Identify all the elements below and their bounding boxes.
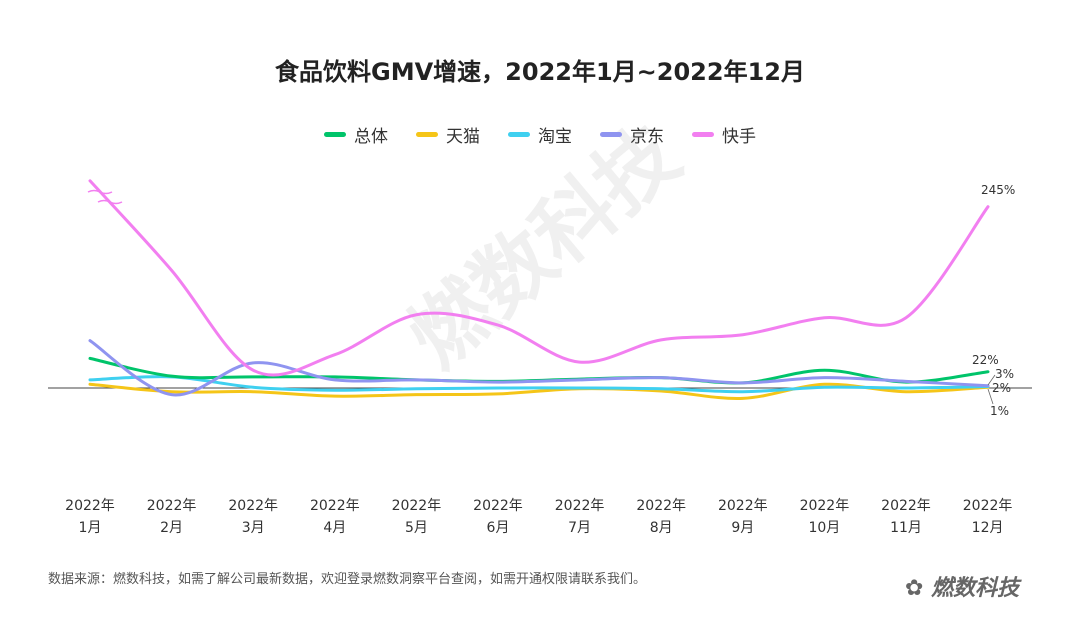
legend-swatch (508, 132, 530, 137)
legend-item[interactable]: 总体 (324, 122, 388, 147)
brand-name: 燃数科技 (931, 576, 1020, 601)
legend-swatch (692, 132, 714, 137)
x-tick-label: 2022年 1月 (65, 498, 115, 536)
series-line-4 (88, 179, 990, 377)
legend-label: 天猫 (446, 127, 480, 147)
x-tick-label: 2022年 12月 (963, 498, 1013, 536)
x-tick-label: 2022年 6月 (473, 498, 523, 536)
x-tick-label: 2022年 7月 (555, 498, 605, 536)
x-tick-label: 2022年 2月 (147, 498, 197, 536)
legend-label: 淘宝 (538, 127, 572, 147)
legend-item[interactable]: 淘宝 (508, 122, 572, 147)
end-label-total: 22% (972, 353, 999, 367)
x-tick-label: 2022年 3月 (228, 498, 278, 536)
legend-item[interactable]: 京东 (600, 122, 664, 147)
legend-swatch (416, 132, 438, 137)
end-label-taobao: 2% (992, 381, 1011, 395)
end-label-kuaishou: 245% (981, 183, 1015, 197)
axis-break-icon (87, 189, 113, 195)
end-label-jd: 3% (995, 367, 1014, 381)
legend-label: 京东 (630, 127, 664, 147)
x-tick-label: 2022年 11月 (881, 498, 931, 536)
series-line-3 (88, 339, 990, 397)
x-tick-label: 2022年 4月 (310, 498, 360, 536)
x-tick-label: 2022年 9月 (718, 498, 768, 536)
chart-title: 食品饮料GMV增速，2022年1月~2022年12月 (275, 58, 805, 86)
legend-item[interactable]: 天猫 (416, 122, 480, 147)
x-tick-label: 2022年 8月 (636, 498, 686, 536)
source-note: 数据来源：燃数科技，如需了解公司最新数据，欢迎登录燃数洞察平台查阅，如需开通权限… (48, 572, 647, 587)
legend-label: 总体 (354, 127, 388, 147)
legend-swatch (600, 132, 622, 137)
series-line-2 (88, 375, 990, 394)
legend-swatch (324, 132, 346, 137)
leader-lines (987, 374, 996, 405)
axis-break-icon (97, 199, 123, 205)
series-line-1 (88, 382, 990, 400)
x-tick-label: 2022年 10月 (800, 498, 850, 536)
x-tick-label: 2022年 5月 (392, 498, 442, 536)
legend-item[interactable]: 快手 (692, 122, 756, 147)
legend-label: 快手 (722, 127, 756, 147)
end-label-tmall: 1% (990, 404, 1009, 418)
brand-logo: ✿ 燃数科技 (905, 576, 1020, 601)
legend: 总体 天猫 淘宝 京东 快手 (0, 122, 1080, 147)
